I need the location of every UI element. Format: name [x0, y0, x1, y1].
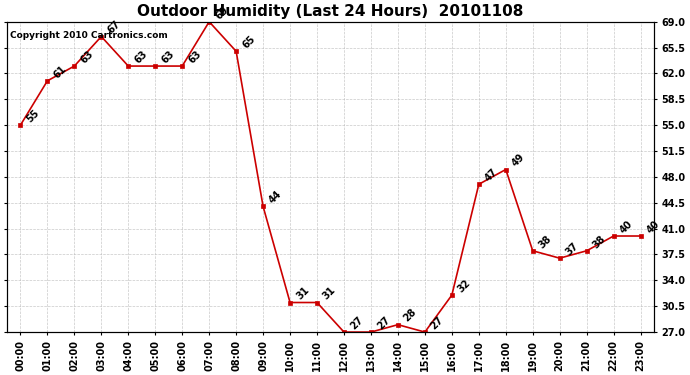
Text: 32: 32	[456, 278, 473, 294]
Text: 47: 47	[483, 167, 500, 183]
Text: 63: 63	[159, 49, 176, 65]
Text: 31: 31	[294, 285, 311, 302]
Text: 40: 40	[618, 219, 634, 235]
Text: 38: 38	[537, 233, 553, 250]
Text: 28: 28	[402, 307, 419, 324]
Text: 27: 27	[348, 315, 365, 331]
Text: 65: 65	[240, 34, 257, 51]
Text: 61: 61	[52, 63, 68, 80]
Text: 49: 49	[510, 152, 526, 169]
Text: 63: 63	[186, 49, 203, 65]
Text: 27: 27	[375, 315, 392, 331]
Text: 40: 40	[644, 219, 662, 235]
Text: 44: 44	[267, 189, 284, 206]
Text: Copyright 2010 Cartronics.com: Copyright 2010 Cartronics.com	[10, 31, 168, 40]
Text: 27: 27	[429, 315, 446, 331]
Text: 31: 31	[321, 285, 338, 302]
Text: 63: 63	[79, 49, 95, 65]
Text: 37: 37	[564, 241, 580, 257]
Title: Outdoor Humidity (Last 24 Hours)  20101108: Outdoor Humidity (Last 24 Hours) 2010110…	[137, 4, 524, 19]
Text: 67: 67	[106, 19, 122, 36]
Text: 38: 38	[591, 233, 607, 250]
Text: 69: 69	[213, 4, 230, 21]
Text: 63: 63	[132, 49, 149, 65]
Text: 55: 55	[25, 108, 41, 124]
